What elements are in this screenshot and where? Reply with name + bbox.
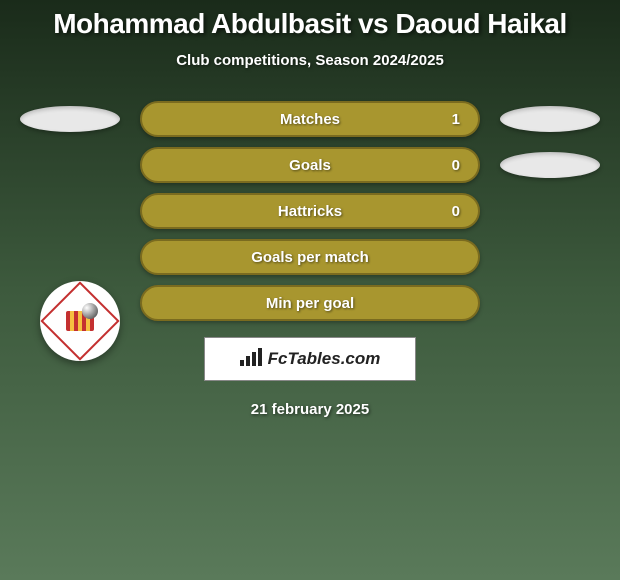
stats-area: Matches 1 Goals 0 Hattricks 0 Goals per … xyxy=(10,101,610,321)
stat-value: 0 xyxy=(452,203,460,220)
stat-label: Goals xyxy=(289,157,331,174)
stat-bar-goals: Goals 0 xyxy=(140,147,480,183)
stat-value: 1 xyxy=(452,111,460,128)
page-subtitle: Club competitions, Season 2024/2025 xyxy=(10,52,610,69)
bar-chart-icon xyxy=(240,348,262,371)
right-ellipse-2 xyxy=(500,152,600,178)
date-text: 21 february 2025 xyxy=(10,401,610,418)
stat-bar-mpg: Min per goal xyxy=(140,285,480,321)
stat-label: Matches xyxy=(280,111,340,128)
stat-row-mpg: Min per goal xyxy=(10,285,610,321)
stat-row-goals: Goals 0 xyxy=(10,147,610,183)
stat-label: Min per goal xyxy=(266,295,354,312)
page-title: Mohammad Abdulbasit vs Daoud Haikal xyxy=(10,8,610,40)
fctables-label: FcTables.com xyxy=(268,349,381,369)
main-container: Mohammad Abdulbasit vs Daoud Haikal Club… xyxy=(0,0,620,426)
right-ellipse-1 xyxy=(500,106,600,132)
stat-bar-matches: Matches 1 xyxy=(140,101,480,137)
stat-row-hattricks: Hattricks 0 xyxy=(10,193,610,229)
stat-row-matches: Matches 1 xyxy=(10,101,610,137)
stat-label: Hattricks xyxy=(278,203,342,220)
fctables-watermark: FcTables.com xyxy=(204,337,416,381)
stat-bar-gpm: Goals per match xyxy=(140,239,480,275)
stat-label: Goals per match xyxy=(251,249,369,266)
stat-row-gpm: Goals per match xyxy=(10,239,610,275)
stat-bar-hattricks: Hattricks 0 xyxy=(140,193,480,229)
stat-value: 0 xyxy=(452,157,460,174)
left-ellipse-1 xyxy=(20,106,120,132)
